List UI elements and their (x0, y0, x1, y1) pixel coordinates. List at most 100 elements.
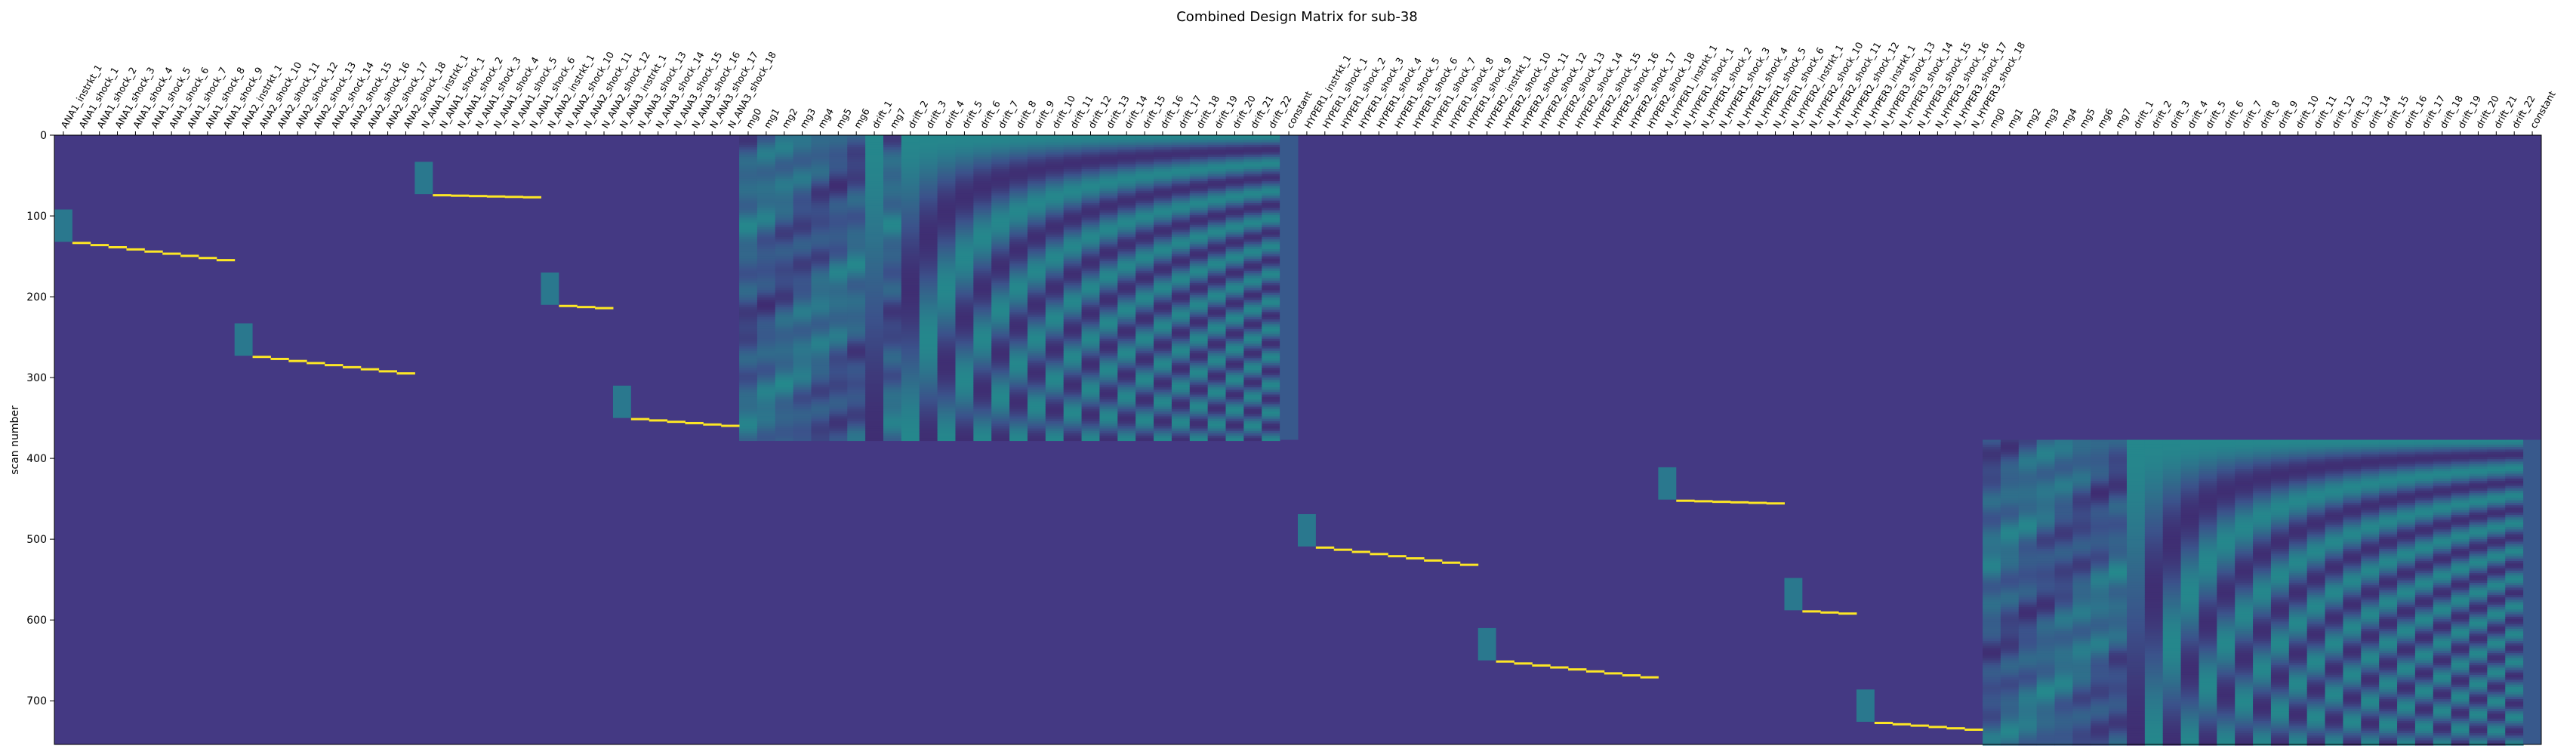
drift-column (1171, 135, 1191, 442)
shock-regressor (1568, 668, 1587, 671)
drift-column (1063, 135, 1083, 442)
drift-column (2469, 439, 2488, 746)
motion-column (2054, 439, 2073, 746)
motion-column (847, 135, 866, 442)
y-tick-label: 0 (40, 130, 47, 142)
shock-regressor (1694, 500, 1713, 503)
motion-column (775, 135, 794, 442)
shock-regressor (378, 370, 398, 373)
shock-regressor (1388, 555, 1407, 558)
instruction-regressor (541, 272, 559, 305)
shock-regressor (1532, 664, 1551, 667)
shock-regressor (1640, 676, 1659, 679)
event-block-9 (1784, 578, 1857, 615)
shock-regressor (1712, 501, 1731, 504)
shock-regressor (307, 362, 325, 365)
event-block-10 (1856, 689, 1983, 731)
shock-regressor (1459, 563, 1479, 566)
drift-column (2451, 439, 2470, 746)
drift-column (901, 135, 920, 442)
shock-regressor (577, 306, 596, 309)
drift-column (1045, 135, 1065, 442)
event-block-8 (1658, 467, 1785, 505)
x-axis: ANA1_instrkt_1ANA1_shock_1ANA1_shock_2AN… (59, 40, 2558, 135)
instruction-regressor (612, 385, 631, 418)
shock-regressor (1333, 548, 1353, 551)
drift-column (2144, 439, 2164, 746)
motion-column (2072, 439, 2091, 746)
drift-column (2180, 439, 2199, 746)
motion-column (2109, 439, 2128, 746)
plot-area (54, 134, 2542, 746)
drift-column (1243, 135, 1262, 442)
shock-regressor (1315, 546, 1335, 549)
drift-column (2270, 439, 2290, 746)
instruction-regressor (1784, 578, 1803, 611)
event-block-3 (414, 162, 541, 199)
event-block-6 (1298, 513, 1479, 566)
shock-regressor (1604, 672, 1623, 675)
motion-column (883, 135, 902, 442)
shock-regressor (685, 421, 704, 424)
drift-column (919, 135, 938, 442)
shock-regressor (1550, 666, 1569, 669)
x-tick-label: mg4 (2059, 106, 2079, 131)
shock-regressor (469, 195, 488, 198)
instruction-regressor (1856, 689, 1875, 723)
shock-regressor (1910, 724, 1929, 727)
x-tick-label: mg4 (815, 106, 836, 131)
y-tick-label: 100 (26, 211, 47, 223)
x-tick-label: mg1 (761, 106, 781, 131)
drift-column (2199, 439, 2217, 746)
shock-regressor (1730, 501, 1749, 504)
drift-column (2162, 439, 2182, 746)
instruction-regressor (414, 162, 433, 195)
x-tick-label: mg6 (2095, 106, 2115, 131)
plot-frame (54, 134, 2542, 745)
drift-column (1117, 135, 1136, 442)
nuisance-block-run-1 (739, 135, 1299, 442)
event-block-2 (234, 323, 415, 375)
shock-regressor (1496, 660, 1514, 663)
drift-column (1207, 135, 1227, 442)
drift-column (1099, 135, 1118, 442)
shock-regressor (1820, 611, 1839, 614)
shock-regressor (451, 194, 470, 197)
y-tick-label: 300 (26, 372, 47, 384)
x-tick-label: mg3 (2041, 106, 2061, 131)
x-tick-label: mg6 (852, 106, 872, 131)
shock-regressor (1676, 499, 1695, 502)
drift-column (2127, 439, 2146, 746)
drift-column (2306, 439, 2326, 746)
shock-regressor (144, 250, 163, 253)
motion-column (793, 135, 812, 442)
x-tick-label: mg2 (779, 106, 800, 131)
motion-column (2091, 439, 2109, 746)
shock-regressor (1622, 674, 1641, 677)
motion-column (2018, 439, 2038, 746)
drift-column (2325, 439, 2343, 746)
shock-regressor (595, 307, 614, 310)
event-block-5 (612, 385, 740, 427)
shock-regressor (1748, 501, 1767, 504)
shock-regressor (1514, 662, 1533, 665)
shock-regressor (1424, 559, 1443, 562)
motion-column (739, 135, 758, 442)
drift-column (2361, 439, 2380, 746)
event-block-1 (54, 209, 236, 262)
shock-regressor (126, 248, 145, 251)
shock-regressor (649, 419, 668, 422)
instruction-regressor (1658, 467, 1677, 500)
shock-regressor (433, 194, 451, 197)
shock-regressor (90, 244, 109, 247)
event-block-4 (541, 272, 614, 310)
shock-regressor (1370, 553, 1388, 556)
instruction-regressor (1298, 513, 1316, 547)
motion-column (2036, 439, 2056, 746)
instruction-regressor (234, 323, 253, 356)
shock-regressor (667, 421, 686, 424)
shock-regressor (1928, 726, 1947, 729)
instruction-regressor (1478, 627, 1496, 661)
shock-regressor (522, 196, 541, 199)
shock-regressor (559, 304, 578, 307)
